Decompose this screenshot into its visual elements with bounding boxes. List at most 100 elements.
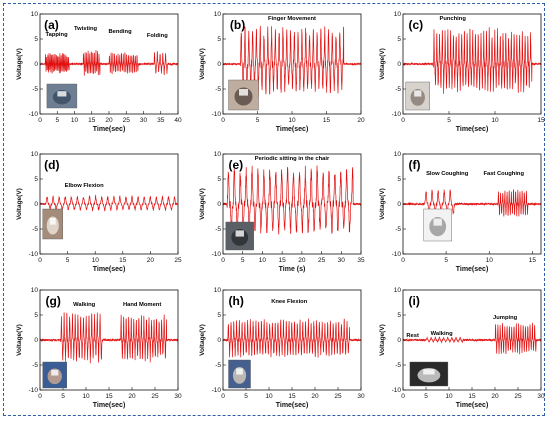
x-tick-label: 5 (444, 257, 448, 264)
y-tick-label: -10 (29, 387, 39, 394)
x-tick-label: 15 (105, 393, 113, 400)
x-tick-label: 15 (288, 393, 296, 400)
y-tick-label: -10 (29, 251, 39, 258)
panel-g: -10 -5 0 5 10 0 5 10 15 20 25 30 Time(sec) Voltage(V)… (16, 287, 182, 409)
x-axis-label: Time(sec) (93, 402, 126, 409)
x-tick-label: 10 (288, 117, 296, 124)
y-tick-label: -5 (32, 86, 38, 93)
x-tick-label: 5 (244, 393, 248, 400)
y-axis-label: Voltage(V) (16, 48, 23, 80)
y-tick-label: -5 (215, 226, 221, 233)
x-tick-label: 25 (151, 393, 159, 400)
y-tick-label: -5 (32, 226, 38, 233)
signal-trace-i (402, 322, 542, 355)
signal-trace-c (402, 27, 542, 94)
panel-f: -10 -5 0 5 10 0 5 10 15 Time(sec) Voltage(V) (f) Slo… (379, 151, 542, 273)
phone-on-laptop-photo (46, 83, 78, 109)
x-tick-label: 15 (529, 257, 537, 264)
y-tick-label: -10 (212, 251, 222, 258)
activity-annotation: Jumping (493, 315, 518, 321)
signal-trace-a (39, 50, 179, 76)
panel-label: (c) (409, 18, 424, 32)
y-tick-label: -5 (215, 362, 221, 369)
y-tick-label: -10 (392, 251, 402, 258)
x-axis-label: Time(sec) (456, 402, 489, 409)
y-tick-label: 10 (31, 11, 39, 18)
activity-annotation: Finger Movement (268, 16, 316, 22)
activity-annotation: Fast Coughing (483, 171, 524, 177)
panel-h: -10 -5 0 5 10 0 5 10 15 20 25 30 Time(sec) Voltage(V)… (199, 287, 365, 409)
panel-label: (b) (230, 18, 245, 32)
x-tick-label: 10 (445, 393, 453, 400)
x-tick-label: 5 (241, 257, 245, 264)
x-tick-label: 10 (486, 257, 494, 264)
y-tick-label: 10 (394, 151, 402, 158)
panel-b: -10 -5 0 5 10 0 5 10 15 20 Time(sec) Voltage(V) (b) F… (199, 11, 365, 133)
signal-trace-e (222, 165, 362, 235)
x-tick-label: 5 (424, 393, 428, 400)
x-tick-label: 15 (119, 257, 127, 264)
signal-trace-g (39, 312, 179, 364)
activity-annotation: Rest (406, 333, 419, 339)
x-tick-label: 25 (123, 117, 131, 124)
x-tick-label: 30 (537, 393, 545, 400)
x-axis-label: Time (s) (279, 266, 306, 273)
x-tick-label: 20 (491, 393, 499, 400)
y-tick-label: -10 (29, 111, 39, 118)
x-tick-label: 10 (92, 257, 100, 264)
activity-annotation: Folding (147, 33, 168, 39)
x-tick-label: 5 (447, 117, 451, 124)
x-tick-label: 35 (357, 257, 365, 264)
y-axis-label: Voltage(V) (16, 324, 23, 356)
figure-frame (3, 3, 545, 416)
x-tick-label: 20 (105, 117, 113, 124)
x-tick-label: 0 (401, 393, 405, 400)
y-axis-label: Voltage(V) (16, 188, 23, 220)
y-axis-label: Voltage(V) (379, 188, 386, 220)
mask-sensor-photo (423, 208, 452, 242)
signal-trace-f (402, 188, 542, 217)
y-tick-label: 5 (34, 176, 38, 183)
y-axis-label: Voltage(V) (199, 188, 206, 220)
y-tick-label: 0 (217, 61, 221, 68)
x-tick-label: 5 (61, 393, 65, 400)
y-tick-label: -5 (395, 226, 401, 233)
x-tick-label: 20 (357, 117, 365, 124)
y-tick-label: 10 (214, 151, 222, 158)
y-tick-label: 10 (31, 287, 39, 294)
activity-annotation: Periodic sitting in the chair (255, 156, 330, 162)
y-tick-label: 10 (394, 11, 402, 18)
x-axis-label: Time(sec) (276, 126, 309, 133)
y-tick-label: 10 (214, 11, 222, 18)
fist-sensor-photo (405, 81, 430, 111)
y-tick-label: 5 (397, 312, 401, 319)
y-tick-label: 10 (31, 151, 39, 158)
x-tick-label: 5 (256, 117, 260, 124)
x-tick-label: 20 (147, 257, 155, 264)
y-tick-label: 5 (217, 176, 221, 183)
x-tick-label: 20 (311, 393, 319, 400)
knee-sensor-photo (228, 359, 251, 389)
y-tick-label: -10 (392, 387, 402, 394)
panel-e: -10 -5 0 5 10 0 5 10 15 20 25 30 35 Time (s) Voltage(V… (199, 151, 365, 273)
shoe-sensor-photo (409, 361, 449, 387)
activity-annotation: Slow Coughing (426, 171, 469, 177)
activity-annotation: Punching (439, 16, 466, 22)
y-tick-label: 10 (394, 287, 402, 294)
x-tick-label: 15 (468, 393, 476, 400)
y-tick-label: 5 (34, 36, 38, 43)
x-tick-label: 25 (514, 393, 522, 400)
y-tick-label: 0 (34, 201, 38, 208)
y-tick-label: 0 (397, 337, 401, 344)
x-axis-label: Time(sec) (456, 126, 489, 133)
panel-i: -10 -5 0 5 10 0 5 10 15 20 25 30 Time(sec) Voltage(V)… (379, 287, 545, 409)
y-tick-label: -5 (395, 362, 401, 369)
x-tick-label: 20 (298, 257, 306, 264)
panel-label: (h) (229, 294, 244, 308)
y-tick-label: 0 (217, 201, 221, 208)
y-tick-label: 5 (217, 36, 221, 43)
x-tick-label: 10 (491, 117, 499, 124)
x-tick-label: 40 (174, 117, 182, 124)
x-tick-label: 0 (38, 117, 42, 124)
y-tick-label: 0 (34, 61, 38, 68)
